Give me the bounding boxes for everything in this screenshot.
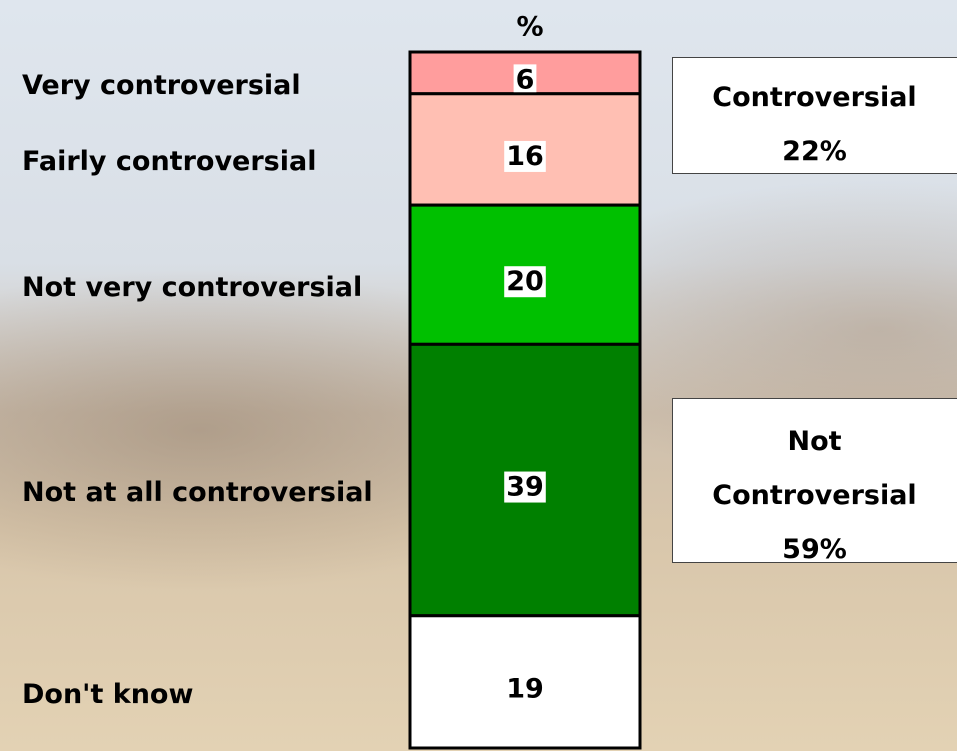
group-box: Controversial 22% xyxy=(672,57,957,174)
category-label: Fairly controversial xyxy=(22,146,317,178)
value-label: 20 xyxy=(506,266,544,297)
group-box-text: Controversial xyxy=(712,480,917,511)
value-label: 6 xyxy=(516,64,535,95)
category-label: Not very controversial xyxy=(22,271,363,303)
axis-unit: % xyxy=(516,12,543,43)
group-box: Not Controversial 59% xyxy=(672,398,957,565)
value-label: 19 xyxy=(506,673,544,704)
value-label-bg xyxy=(504,471,546,503)
category-label: Don't know xyxy=(22,678,194,710)
value-label-bg xyxy=(504,673,546,705)
value-label-bg xyxy=(513,64,537,96)
value-label-bg xyxy=(504,266,546,298)
value-label: 39 xyxy=(506,472,544,503)
value-label: 16 xyxy=(506,141,544,172)
group-box-text: Controversial xyxy=(712,82,917,113)
group-box-text: 22% xyxy=(782,136,847,167)
group-box-text: Not xyxy=(787,426,842,457)
category-label: Very controversial xyxy=(22,69,301,101)
category-label: Not at all controversial xyxy=(22,477,373,509)
group-box-text: 59% xyxy=(782,534,847,565)
value-label-bg xyxy=(504,140,546,172)
